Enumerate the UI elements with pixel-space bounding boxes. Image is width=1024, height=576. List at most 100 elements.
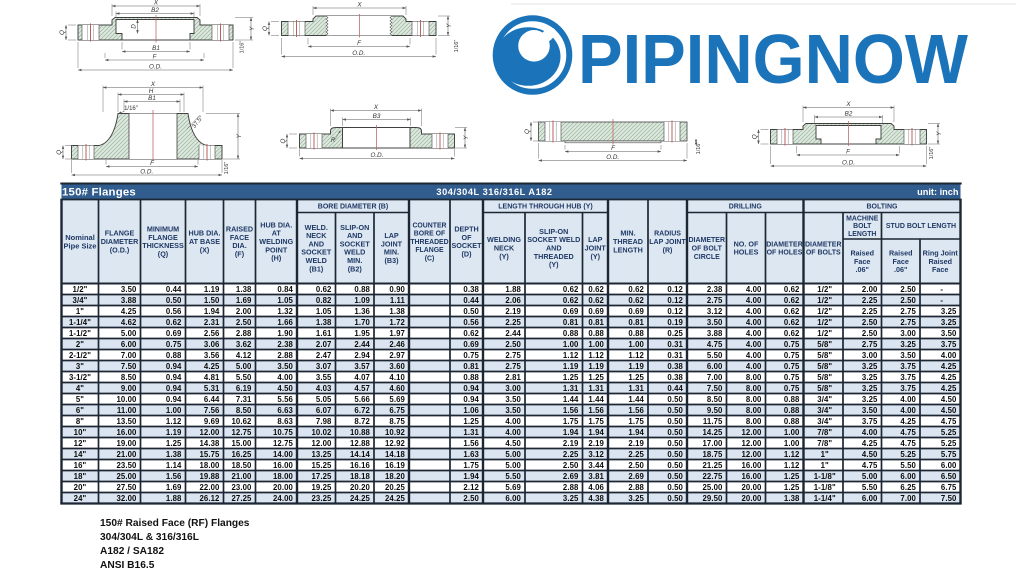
svg-text:4.00: 4.00 (900, 395, 916, 404)
svg-text:NO. OF: NO. OF (734, 239, 759, 248)
svg-text:0.38: 0.38 (667, 373, 683, 382)
svg-text:2": 2" (76, 340, 84, 349)
svg-text:3.44: 3.44 (588, 461, 604, 470)
svg-text:3/4": 3/4" (73, 296, 88, 305)
svg-text:3.25: 3.25 (862, 395, 878, 404)
svg-text:14.25: 14.25 (702, 428, 723, 437)
svg-text:Q: Q (280, 138, 287, 143)
svg-text:2.69: 2.69 (563, 472, 579, 481)
svg-text:19.88: 19.88 (199, 472, 220, 481)
svg-text:14.18: 14.18 (385, 450, 406, 459)
svg-text:0.50: 0.50 (667, 395, 683, 404)
svg-text:4.00: 4.00 (941, 351, 957, 360)
svg-text:0.44: 0.44 (463, 296, 479, 305)
svg-text:8.00: 8.00 (746, 384, 762, 393)
svg-text:0.12: 0.12 (667, 307, 683, 316)
svg-text:(X): (X) (200, 245, 210, 254)
svg-text:4.00: 4.00 (505, 428, 521, 437)
svg-text:0.12: 0.12 (667, 296, 683, 305)
svg-text:3/4": 3/4" (817, 406, 832, 415)
svg-text:STUD BOLT LENGTH: STUD BOLT LENGTH (886, 223, 956, 230)
svg-text:Q: Q (751, 134, 758, 139)
svg-text:6.25: 6.25 (900, 483, 916, 492)
svg-text:-: - (940, 285, 943, 294)
svg-text:SOCKET WELD: SOCKET WELD (527, 235, 580, 244)
svg-text:Pipe Size: Pipe Size (64, 241, 97, 250)
svg-text:304/304L & 316/316L: 304/304L & 316/316L (100, 532, 199, 543)
svg-text:1.75: 1.75 (463, 461, 479, 470)
svg-text:0.31: 0.31 (667, 340, 683, 349)
svg-text:0.62: 0.62 (563, 296, 579, 305)
svg-text:0.50: 0.50 (667, 439, 683, 448)
svg-text:1.31: 1.31 (588, 384, 604, 393)
svg-text:6.00: 6.00 (862, 494, 878, 503)
svg-text:1/2": 1/2" (817, 329, 832, 338)
svg-text:9.50: 9.50 (707, 406, 723, 415)
svg-text:0.94: 0.94 (463, 395, 479, 404)
svg-text:5/8": 5/8" (817, 340, 832, 349)
svg-text:4.50: 4.50 (505, 439, 521, 448)
svg-text:23.50: 23.50 (116, 461, 137, 470)
svg-text:Face: Face (893, 257, 909, 266)
svg-text:4.00: 4.00 (746, 351, 762, 360)
svg-text:16": 16" (74, 461, 87, 470)
svg-text:2.56: 2.56 (204, 329, 220, 338)
svg-text:13.25: 13.25 (311, 450, 332, 459)
svg-text:DIA.: DIA. (232, 241, 246, 250)
svg-text:4.25: 4.25 (204, 362, 220, 371)
svg-text:3.00: 3.00 (900, 329, 916, 338)
svg-text:1.12: 1.12 (166, 417, 182, 426)
svg-text:O.D.: O.D. (371, 152, 384, 159)
svg-text:4.00: 4.00 (746, 340, 762, 349)
svg-text:2.50: 2.50 (463, 494, 479, 503)
svg-text:4.38: 4.38 (588, 494, 604, 503)
svg-text:(B3): (B3) (385, 256, 400, 265)
svg-text:DIAMETER: DIAMETER (688, 237, 725, 244)
svg-text:0.75: 0.75 (463, 351, 479, 360)
svg-text:6.00: 6.00 (121, 340, 137, 349)
svg-text:9.00: 9.00 (121, 384, 137, 393)
svg-text:5.50: 5.50 (236, 373, 252, 382)
svg-text:14.14: 14.14 (350, 450, 371, 459)
svg-text:5.66: 5.66 (354, 395, 370, 404)
svg-text:2.88: 2.88 (277, 351, 293, 360)
svg-text:2.75: 2.75 (900, 318, 916, 327)
svg-text:22.75: 22.75 (702, 472, 723, 481)
svg-text:32.00: 32.00 (116, 494, 137, 503)
svg-text:Nominal: Nominal (65, 233, 95, 242)
svg-text:3.75: 3.75 (941, 340, 957, 349)
svg-text:12.00: 12.00 (741, 450, 762, 459)
svg-text:A182 / SA182: A182 / SA182 (100, 546, 164, 557)
svg-text:F: F (357, 40, 362, 47)
svg-text:ANSI B16.5: ANSI B16.5 (100, 560, 155, 571)
svg-text:BOLTING: BOLTING (867, 203, 899, 210)
svg-text:20.00: 20.00 (741, 483, 762, 492)
svg-text:1.38: 1.38 (236, 285, 252, 294)
svg-text:1.69: 1.69 (166, 483, 182, 492)
svg-text:1.66: 1.66 (277, 318, 293, 327)
svg-text:4.50: 4.50 (862, 450, 878, 459)
svg-text:3.75: 3.75 (900, 362, 916, 371)
svg-text:0.88: 0.88 (563, 329, 579, 338)
svg-text:1.12: 1.12 (784, 450, 800, 459)
svg-text:0.81: 0.81 (463, 362, 479, 371)
svg-text:1.25: 1.25 (784, 472, 800, 481)
svg-text:0.31: 0.31 (667, 351, 683, 360)
svg-text:2.47: 2.47 (316, 351, 332, 360)
svg-text:MIN.: MIN. (620, 229, 635, 238)
svg-text:WELD: WELD (306, 256, 327, 265)
svg-text:3.25: 3.25 (563, 494, 579, 503)
svg-text:LAP: LAP (384, 231, 399, 240)
svg-text:3.62: 3.62 (236, 340, 252, 349)
svg-text:10.92: 10.92 (385, 428, 406, 437)
svg-text:20.20: 20.20 (350, 483, 371, 492)
svg-text:10.00: 10.00 (116, 395, 137, 404)
svg-text:2.50: 2.50 (900, 285, 916, 294)
svg-text:3.75: 3.75 (900, 384, 916, 393)
svg-text:5.31: 5.31 (204, 384, 220, 393)
svg-text:(F): (F) (235, 249, 245, 258)
svg-text:16.00: 16.00 (741, 472, 762, 481)
svg-text:304/304L 316/316L A182: 304/304L 316/316L A182 (436, 187, 552, 197)
svg-text:9.69: 9.69 (204, 417, 220, 426)
svg-text:1.36: 1.36 (354, 307, 370, 316)
